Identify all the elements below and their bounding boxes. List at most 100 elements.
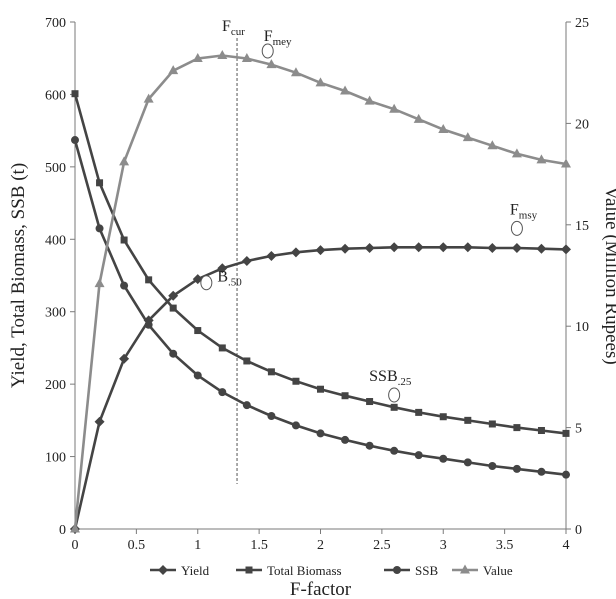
axes: 0 0.5 1 1.5 2 2.5 3 3.5 401002003004005006007000…: [45, 16, 589, 553]
data-point-yield: [340, 243, 351, 254]
annotation-marker-fmey: [261, 43, 274, 59]
data-point-ssb: [537, 467, 546, 476]
legend-label-total-biomass: Total Biomass: [267, 563, 342, 578]
series-line-value: [73, 54, 567, 530]
data-point-ssb: [316, 429, 325, 438]
y-axis-right-title: Value (Million Rupees): [601, 186, 616, 364]
data-point-total-biomass: [243, 357, 251, 365]
legend-item-ssb: SSB: [384, 563, 438, 578]
data-point-total-biomass: [71, 90, 79, 98]
data-point-ssb: [193, 371, 202, 380]
data-point-yield: [364, 242, 375, 253]
x-tick-label: 1.5: [250, 538, 268, 553]
data-point-total-biomass: [267, 368, 275, 376]
series-value: [70, 49, 571, 533]
legend-marker-yield: [158, 565, 168, 575]
data-point-total-biomass: [120, 236, 128, 244]
data-point-yield: [462, 242, 473, 253]
data-point-ssb: [120, 281, 129, 290]
y-right-tick-label: 5: [575, 422, 582, 437]
legend-label-ssb: SSB: [415, 563, 438, 578]
y-right-tick-label: 25: [575, 16, 589, 31]
y-left-tick-label: 100: [45, 451, 66, 466]
legend-item-yield: Yield: [150, 563, 210, 578]
y-left-tick-label: 200: [45, 378, 66, 393]
data-point-yield: [511, 242, 522, 253]
data-point-ssb: [439, 454, 448, 463]
data-point-ssb: [169, 349, 178, 358]
y-right-tick-label: 20: [575, 117, 589, 132]
data-point-total-biomass: [292, 377, 300, 385]
reference-line-group: Fcur: [222, 18, 245, 484]
data-point-value: [340, 85, 351, 95]
data-point-ssb: [341, 435, 350, 444]
data-point-value: [168, 65, 179, 75]
data-point-yield: [389, 242, 400, 253]
x-tick-label: 0.5: [128, 538, 146, 553]
x-tick-label: 3.5: [496, 538, 514, 553]
data-point-total-biomass: [366, 398, 374, 406]
data-point-total-biomass: [464, 416, 472, 424]
data-point-total-biomass: [145, 276, 153, 284]
data-point-total-biomass: [562, 429, 570, 437]
data-point-yield: [241, 256, 252, 267]
data-point-total-biomass: [341, 392, 349, 400]
annotation-label-sub-ssb25: .25: [398, 376, 412, 388]
data-point-ssb: [488, 461, 497, 470]
x-tick-label: 1: [194, 538, 201, 553]
data-point-total-biomass: [488, 420, 496, 428]
data-point-value: [389, 103, 400, 113]
data-point-ssb: [144, 320, 153, 329]
data-point-total-biomass: [218, 344, 226, 352]
y-axis-left-title: Yield, Total Biomass, SSB (t): [8, 163, 29, 388]
y-left-tick-label: 300: [45, 306, 66, 321]
data-point-total-biomass: [169, 304, 177, 312]
data-point-yield: [413, 242, 424, 253]
data-point-yield: [561, 244, 571, 255]
data-point-value: [364, 95, 375, 105]
data-point-value: [536, 154, 547, 164]
y-left-tick-label: 600: [45, 88, 66, 103]
data-point-yield: [536, 243, 547, 254]
data-point-value: [315, 77, 326, 87]
data-point-ssb: [291, 421, 300, 430]
legend-marker-value: [460, 564, 470, 574]
data-point-total-biomass: [317, 385, 324, 393]
data-point-ssb: [414, 451, 423, 460]
data-point-yield: [217, 263, 228, 274]
x-axis-title: F-factor: [290, 579, 352, 599]
x-tick-label: 3: [440, 538, 447, 553]
data-point-ssb: [242, 401, 251, 410]
annotation-label-sub-b50: .50: [228, 277, 242, 289]
data-point-total-biomass: [96, 179, 104, 187]
y-left-tick-label: 500: [45, 161, 66, 176]
series-ssb: [71, 136, 570, 479]
data-point-value: [94, 278, 105, 288]
legend-label-yield: Yield: [181, 563, 210, 578]
annotation-label-sub-fmsy: msy: [519, 209, 538, 221]
legend-item-total-biomass: Total Biomass: [236, 563, 342, 578]
data-point-value: [266, 59, 277, 69]
annotation-marker-b50: [200, 275, 213, 291]
data-point-ssb: [390, 446, 399, 455]
y-right-tick-label: 10: [575, 320, 589, 335]
fcur-label: Fcur: [222, 18, 245, 38]
data-point-value: [143, 93, 154, 103]
data-point-value: [290, 67, 301, 77]
y-left-tick-label: 700: [45, 16, 66, 31]
x-tick-label: 2.5: [373, 538, 391, 553]
x-tick-label: 2: [317, 538, 324, 553]
data-point-yield: [438, 242, 449, 253]
annotation-marker-fmsy: [510, 220, 523, 236]
data-point-total-biomass: [194, 327, 202, 335]
data-point-yield: [119, 353, 130, 364]
data-point-yield: [315, 245, 326, 256]
data-point-yield: [266, 250, 277, 261]
data-point-yield: [192, 274, 203, 285]
legend: Yield Total Biomass SSB Value: [150, 563, 513, 578]
data-point-value: [241, 53, 252, 63]
annotation-label-ssb25: SSB.25: [369, 368, 412, 388]
series-group: [70, 49, 571, 534]
data-point-yield: [290, 247, 301, 258]
